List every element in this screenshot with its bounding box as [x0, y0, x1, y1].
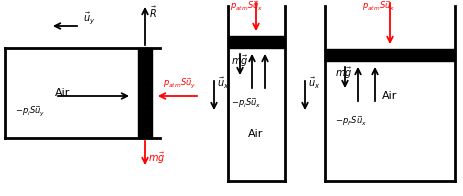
- Text: Air: Air: [382, 91, 397, 101]
- Text: $m\vec{g}$: $m\vec{g}$: [231, 54, 248, 69]
- Text: $-p_iS\vec{u}_y$: $-p_iS\vec{u}_y$: [15, 104, 45, 118]
- Text: $\vec{u}_x$: $\vec{u}_x$: [307, 76, 319, 91]
- Bar: [324, 49, 454, 61]
- Text: $m\vec{g}$: $m\vec{g}$: [148, 151, 165, 166]
- Text: $\vec{R}$: $\vec{R}$: [149, 5, 156, 20]
- Text: $\vec{u}_y$: $\vec{u}_y$: [83, 10, 95, 26]
- Text: Air: Air: [248, 129, 263, 139]
- Text: $p_{atm}S\vec{u}_y$: $p_{atm}S\vec{u}_y$: [163, 76, 196, 90]
- Text: $p_{atm}S\vec{u}_x$: $p_{atm}S\vec{u}_x$: [230, 0, 263, 13]
- Text: Air: Air: [55, 88, 70, 98]
- Bar: [138, 48, 152, 138]
- Text: $p_{atm}S\vec{u}_x$: $p_{atm}S\vec{u}_x$: [361, 0, 394, 13]
- Text: $-p_FS\vec{u}_x$: $-p_FS\vec{u}_x$: [334, 114, 366, 128]
- Text: $\vec{u}_x$: $\vec{u}_x$: [217, 76, 229, 91]
- Bar: [227, 36, 284, 48]
- Text: $m\vec{g}$: $m\vec{g}$: [334, 66, 351, 81]
- Text: $-p_iS\vec{u}_x$: $-p_iS\vec{u}_x$: [231, 96, 261, 110]
